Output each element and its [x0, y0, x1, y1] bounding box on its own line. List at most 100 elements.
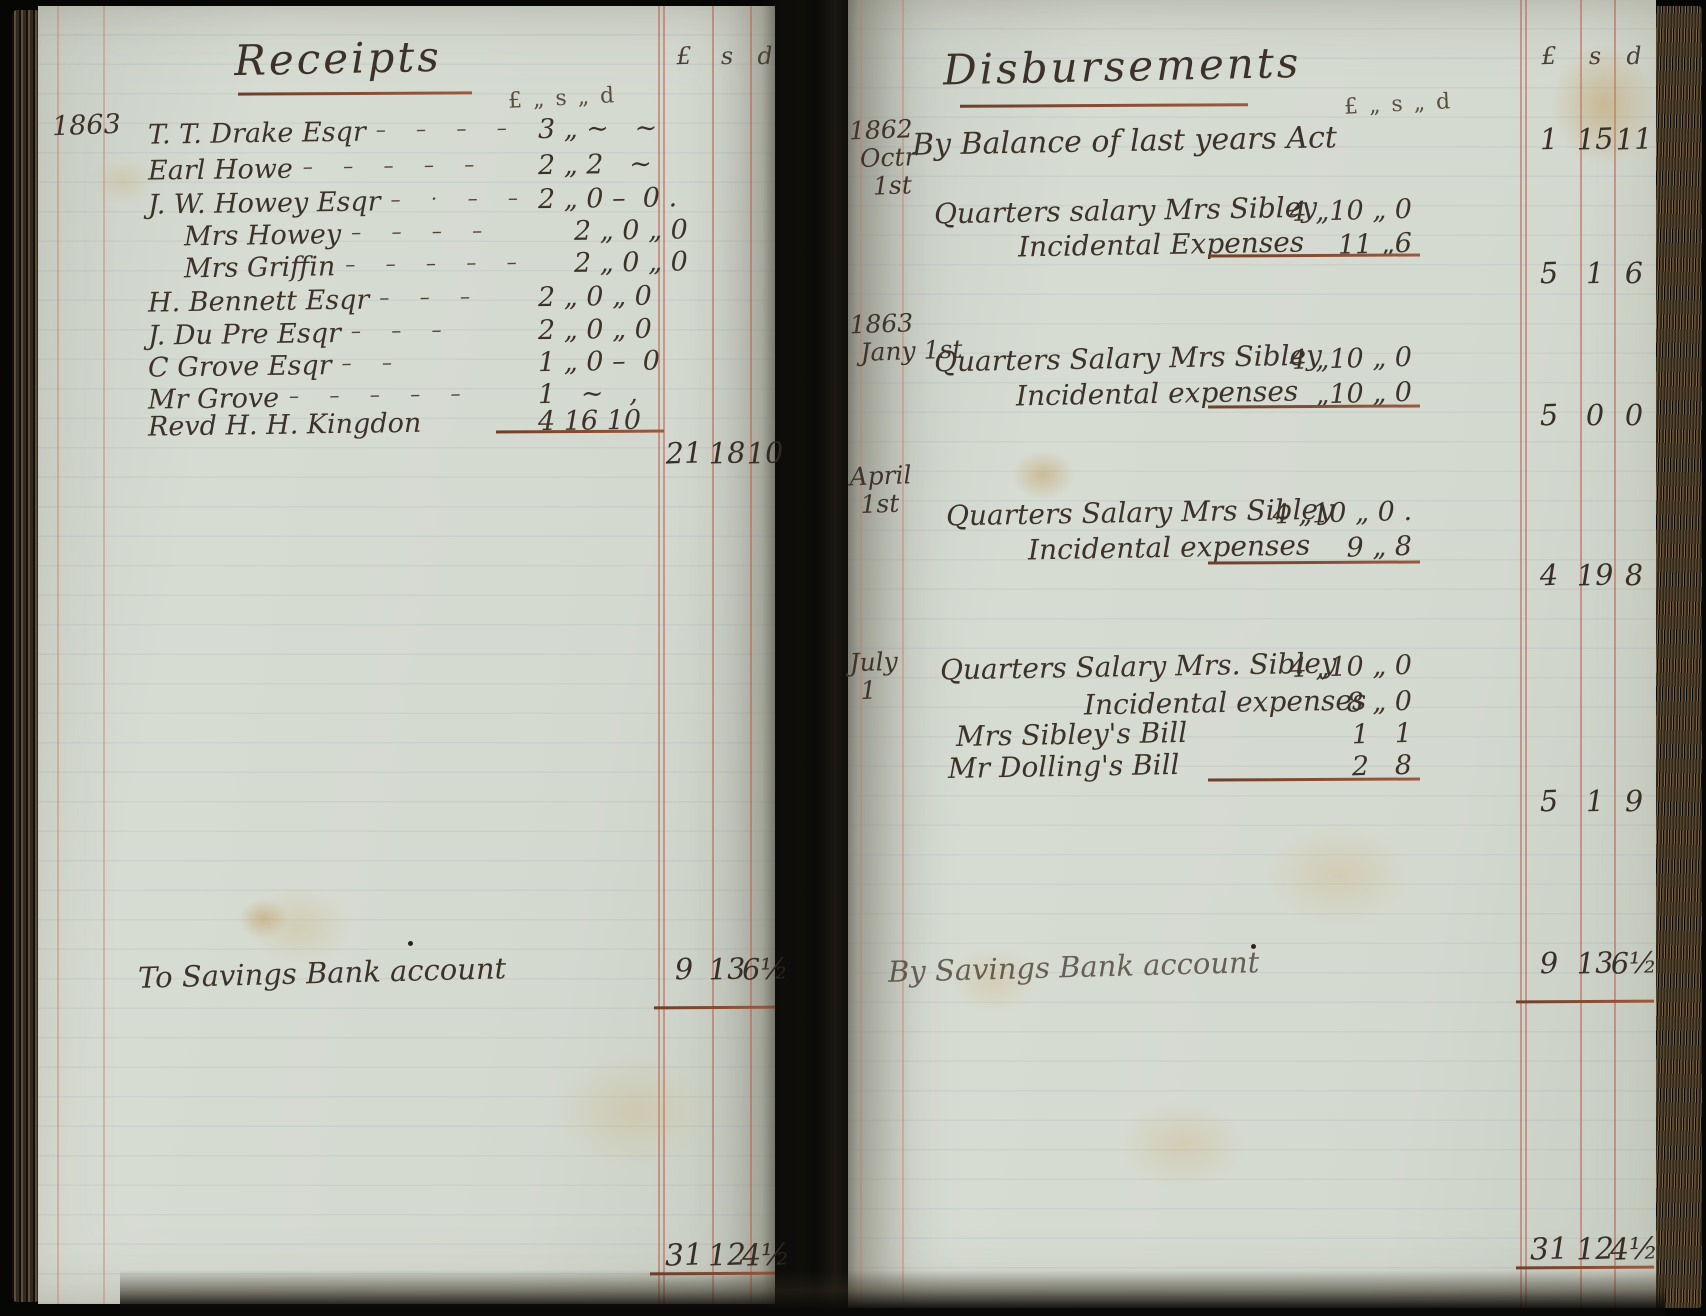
date-month: July [849, 646, 899, 678]
savings-pence: 6½ [1610, 945, 1658, 981]
total-pounds: 31 [1529, 1231, 1569, 1268]
dash-leader: – – – [350, 317, 454, 343]
payer-name: T. T. Drake Esqr [147, 116, 366, 151]
money-column-rule [1614, 0, 1616, 1308]
total-pounds: 31 [664, 1237, 704, 1274]
line-amount: 4 „10 „ 0 [1289, 341, 1413, 377]
savings-amount-row: 9 13 6½ [848, 945, 1658, 988]
dash-leader: – – [341, 350, 405, 375]
subtotal-pounds: 5 [1539, 783, 1559, 819]
receipts-subtotal-row: 21 18 10 [38, 435, 784, 478]
book-left-page-edges [12, 10, 40, 1302]
section-subtotal-row: 5 1 9 [848, 784, 1656, 826]
date-column-entry: 1863 Jany 1st [849, 308, 963, 368]
subtotal-pounds: 5 [1539, 397, 1559, 433]
entry-amount: 2 „ 0 „ 0 [537, 313, 653, 347]
ink-speck [408, 941, 413, 946]
subtotal-pence: 6 [1624, 255, 1644, 291]
age-stain [218, 866, 378, 986]
entry-amount: 2 „ 0 „ 0 [573, 214, 689, 247]
entry-amount: 2 „ 0 „ 0 [573, 246, 689, 279]
entry-amount: 2 „ 0 – 0 . [537, 182, 678, 216]
subtotal-pounds: 21 [664, 435, 704, 471]
payer-name: Earl Howe [147, 153, 294, 187]
balance-pounds: 1 [1539, 121, 1559, 157]
date-column-entry: April 1st [849, 460, 929, 520]
date-month: April [849, 460, 912, 492]
total-pence: 4½ [1609, 1231, 1659, 1268]
money-column-rule [1525, 0, 1527, 1308]
date-day: 1st [872, 170, 913, 201]
entry-amount: 3 „ ~ ~ [537, 112, 658, 146]
entry-amount: 2 „ 2 ~ [537, 148, 653, 182]
section-subtotal-row: 5 1 6 [848, 256, 1656, 298]
pound-column-header: £ [1540, 41, 1558, 71]
dash-leader: – – – – [350, 218, 495, 245]
total-pence: 4½ [741, 1237, 791, 1274]
subtotal-pence: 9 [1624, 783, 1644, 819]
age-stain [1228, 800, 1448, 950]
section-subtotal-row: 5 0 0 [848, 398, 1656, 440]
balance-pence: 11 [1614, 121, 1654, 157]
line-amount: 4 „10 „ 0 [1289, 649, 1413, 685]
shilling-column-header: s [1588, 41, 1602, 71]
age-stain [228, 891, 298, 946]
year-label: 1863 [51, 108, 122, 143]
date-day: Jany 1st [859, 334, 963, 367]
dash-leader: – – – – – [288, 381, 473, 408]
date-column-entry: July 1 [849, 647, 929, 706]
age-stain [1088, 1080, 1278, 1210]
dash-leader: – – – – – [302, 151, 487, 179]
pound-column-header: £ [675, 41, 693, 71]
dash-leader: – · – – [390, 185, 531, 212]
dash-leader: – – – – – [345, 249, 529, 277]
money-column-rule [712, 6, 714, 1304]
payer-name: H. Bennett Esqr [147, 284, 370, 319]
savings-pounds: 9 [1539, 945, 1559, 981]
pence-column-header: d [756, 41, 774, 71]
savings-amount-row: 9 13 6½ [38, 951, 789, 994]
date-day: 1 [859, 675, 877, 705]
dash-leader: – – – – [375, 115, 519, 142]
right-page: Disbursements £ s d £ „ s „ d 1862 Octr … [848, 0, 1678, 1308]
line-amount: 4 „10 „ 0 [1289, 193, 1413, 229]
money-column-rule [658, 6, 660, 1304]
subtotal-pence: 0 [1624, 397, 1644, 433]
savings-pounds: 9 [674, 951, 694, 987]
entry-amount: 1 „ 0 – 0 [537, 345, 661, 379]
dash-leader: – – – [379, 283, 483, 310]
date-year: 1863 [849, 308, 914, 340]
margin-rule [902, 0, 904, 1308]
money-column-headers: £ s d [38, 42, 775, 84]
money-column-headers: £ s d [848, 42, 1656, 84]
payer-name: J. Du Pre Esqr [147, 317, 342, 352]
subtotal-pounds: 4 [1539, 557, 1559, 593]
dash-leader [421, 426, 538, 428]
line-amount: 1 1 [1351, 717, 1413, 751]
line-amount: 8 „ 0 [1346, 685, 1413, 719]
subtotal-pounds: 5 [1539, 255, 1559, 291]
age-stain [518, 1026, 748, 1196]
entry-amount: 2 „ 0 „ 0 [537, 280, 653, 314]
money-column-rule [1520, 0, 1522, 1308]
left-page: Receipts £ s d £ „ s „ d 1863 T. T. Drak… [38, 6, 791, 1304]
line-amount: 4 „10 „ 0 . [1272, 495, 1413, 531]
book-bottom-edge [120, 1270, 1665, 1316]
disbursement-line: Mr Dolling's Bill [947, 747, 1180, 786]
margin-rule [103, 6, 105, 1304]
money-column-rule [1580, 0, 1582, 1308]
money-column-rule [663, 6, 665, 1304]
book-fore-edge [1650, 6, 1702, 1308]
section-subtotal-row: 4 19 8 [848, 557, 1656, 600]
age-stain [998, 440, 1088, 510]
payer-name: Mrs Howey [183, 219, 342, 253]
margin-rule [57, 6, 59, 1304]
balance-amount-row: 1 15 11 [848, 121, 1656, 164]
money-column-rule [750, 6, 752, 1304]
payer-name: Mrs Griffin [183, 251, 336, 285]
ruled-lines [38, 6, 775, 1304]
margin-rule [860, 0, 862, 1308]
payer-name: J. W. Howey Esqr [147, 186, 381, 221]
age-stain [1528, 20, 1678, 190]
